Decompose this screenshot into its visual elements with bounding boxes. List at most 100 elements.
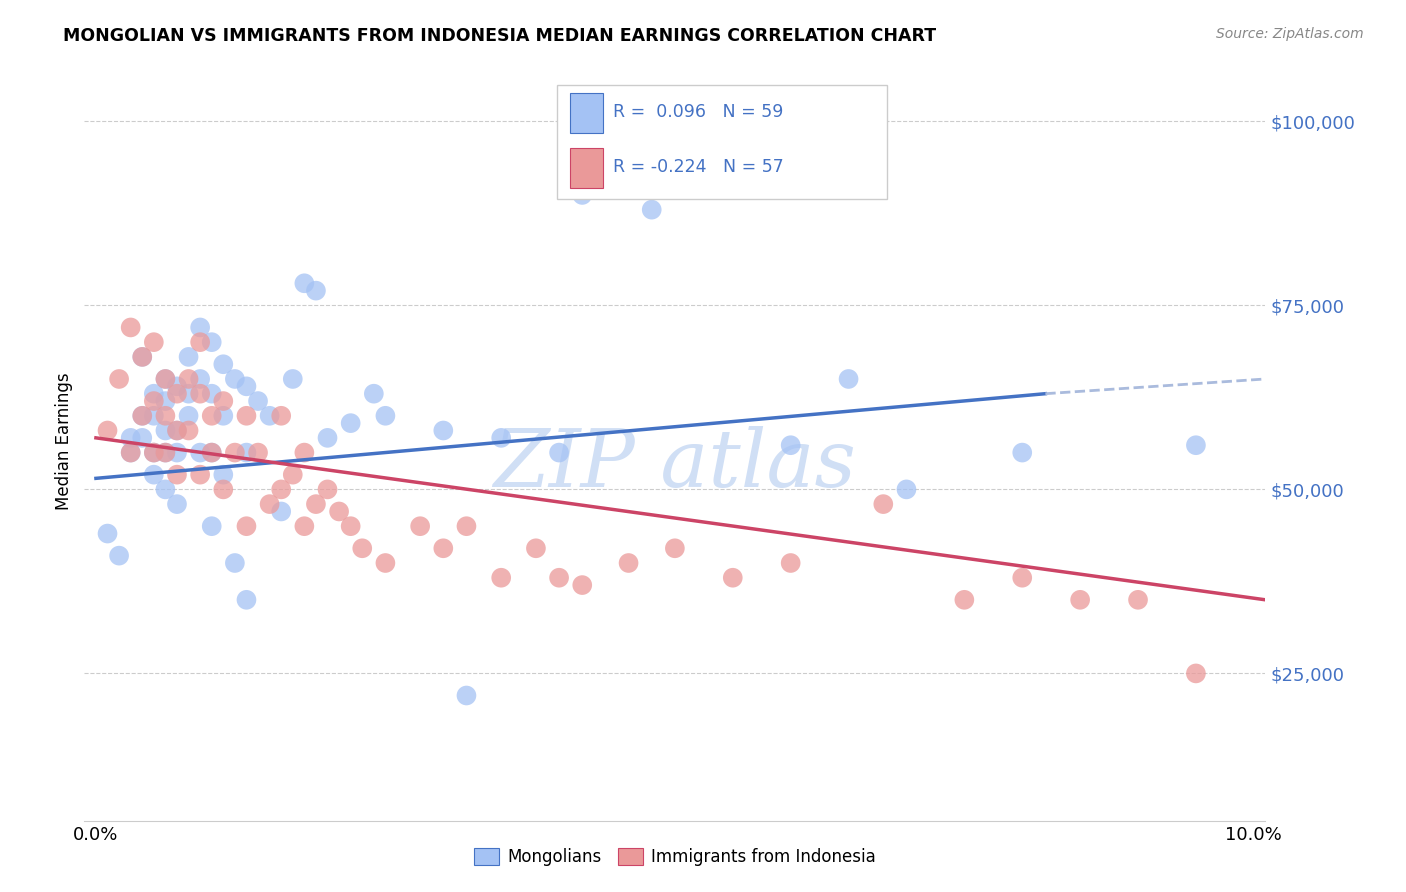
- Point: [131, 350, 153, 364]
- Point: [177, 424, 200, 438]
- Point: [247, 394, 270, 409]
- Point: [108, 549, 131, 563]
- Y-axis label: Median Earnings: Median Earnings: [55, 373, 73, 510]
- Point: [166, 424, 188, 438]
- Point: [305, 284, 328, 298]
- Point: [896, 483, 918, 497]
- Point: [235, 379, 257, 393]
- Point: [270, 483, 292, 497]
- Point: [155, 445, 177, 459]
- Point: [177, 386, 200, 401]
- Point: [224, 556, 246, 570]
- Point: [108, 372, 131, 386]
- Point: [131, 409, 153, 423]
- Point: [1126, 592, 1149, 607]
- Point: [155, 445, 177, 459]
- Point: [270, 504, 292, 518]
- Point: [212, 394, 235, 409]
- Point: [281, 372, 304, 386]
- Point: [142, 335, 165, 350]
- Point: [953, 592, 976, 607]
- Point: [489, 431, 512, 445]
- Point: [617, 556, 640, 570]
- Point: [142, 445, 165, 459]
- Point: [524, 541, 547, 556]
- Point: [721, 571, 744, 585]
- Point: [779, 438, 801, 452]
- Point: [1011, 571, 1033, 585]
- Point: [142, 467, 165, 482]
- Point: [166, 497, 188, 511]
- Point: [142, 394, 165, 409]
- Point: [456, 519, 478, 533]
- Point: [305, 497, 328, 511]
- Point: [120, 445, 142, 459]
- Point: [548, 445, 571, 459]
- Text: ZIP atlas: ZIP atlas: [494, 425, 856, 503]
- Point: [96, 424, 118, 438]
- Point: [166, 379, 188, 393]
- Point: [155, 483, 177, 497]
- Point: [131, 350, 153, 364]
- Point: [188, 386, 211, 401]
- Point: [177, 350, 200, 364]
- Point: [641, 202, 664, 217]
- Point: [155, 409, 177, 423]
- Point: [374, 409, 396, 423]
- Point: [432, 424, 454, 438]
- Point: [166, 424, 188, 438]
- Point: [270, 409, 292, 423]
- Point: [235, 409, 257, 423]
- Point: [201, 386, 224, 401]
- Point: [247, 445, 270, 459]
- Point: [1185, 666, 1208, 681]
- Point: [131, 409, 153, 423]
- Point: [131, 431, 153, 445]
- Point: [872, 497, 894, 511]
- Point: [177, 372, 200, 386]
- Point: [120, 431, 142, 445]
- Point: [1069, 592, 1091, 607]
- Point: [779, 556, 801, 570]
- Point: [328, 504, 350, 518]
- Point: [212, 483, 235, 497]
- Point: [224, 372, 246, 386]
- Point: [155, 372, 177, 386]
- Point: [456, 689, 478, 703]
- Point: [201, 409, 224, 423]
- Point: [409, 519, 432, 533]
- Point: [188, 320, 211, 334]
- Point: [292, 519, 315, 533]
- Point: [363, 386, 385, 401]
- Point: [201, 519, 224, 533]
- Point: [166, 386, 188, 401]
- Point: [374, 556, 396, 570]
- Point: [235, 445, 257, 459]
- Point: [281, 467, 304, 482]
- Point: [259, 497, 281, 511]
- Point: [316, 431, 339, 445]
- Point: [235, 592, 257, 607]
- Point: [188, 372, 211, 386]
- Point: [838, 372, 860, 386]
- Text: MONGOLIAN VS IMMIGRANTS FROM INDONESIA MEDIAN EARNINGS CORRELATION CHART: MONGOLIAN VS IMMIGRANTS FROM INDONESIA M…: [63, 27, 936, 45]
- Point: [120, 445, 142, 459]
- Point: [571, 578, 593, 592]
- Point: [188, 445, 211, 459]
- Point: [432, 541, 454, 556]
- Point: [339, 416, 361, 430]
- Point: [201, 445, 224, 459]
- Point: [188, 467, 211, 482]
- Point: [120, 320, 142, 334]
- Point: [259, 409, 281, 423]
- Point: [155, 394, 177, 409]
- Point: [96, 526, 118, 541]
- Point: [292, 445, 315, 459]
- Point: [489, 571, 512, 585]
- Point: [155, 424, 177, 438]
- Point: [212, 467, 235, 482]
- Point: [142, 445, 165, 459]
- Point: [352, 541, 374, 556]
- Point: [235, 519, 257, 533]
- Point: [212, 409, 235, 423]
